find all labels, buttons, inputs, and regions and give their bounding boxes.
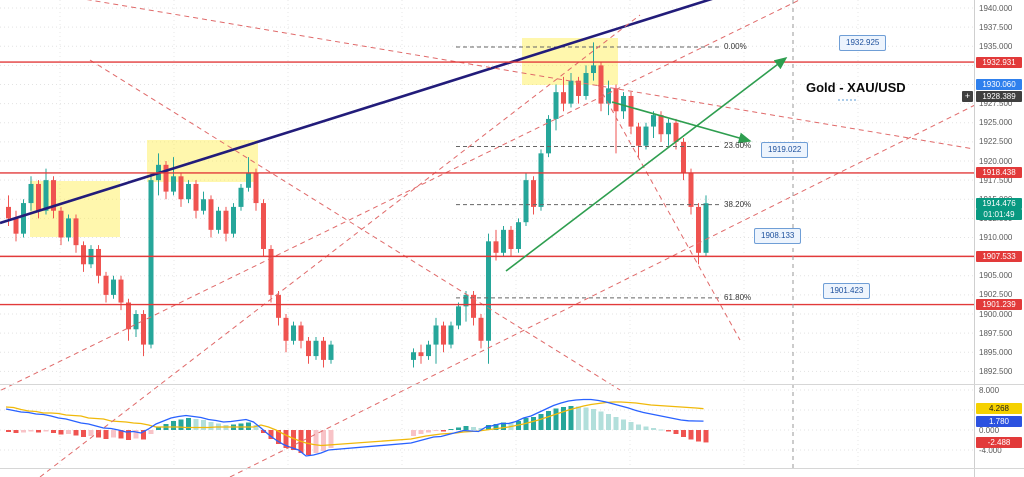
price-callout[interactable]: 1919.022 <box>761 142 809 158</box>
price-axis-badge[interactable]: 1918.438 <box>976 167 1022 179</box>
price-tick: 1937.500 <box>979 22 1013 32</box>
price-tick: 1935.000 <box>979 41 1013 51</box>
price-axis-badge[interactable]: 1901.239 <box>976 299 1022 311</box>
macd-scale-tick: 8.000 <box>979 385 1000 395</box>
price-axis-badge[interactable]: 1932.931 <box>976 56 1022 68</box>
bottom-separator <box>0 468 1024 469</box>
price-axis-badge[interactable]: 1928.389 <box>976 91 1022 103</box>
trend-lines[interactable] <box>0 0 981 477</box>
price-tick: 1902.500 <box>979 290 1013 300</box>
macd-line <box>5 398 704 457</box>
symbol-title: Gold - XAU/USD <box>806 80 906 95</box>
macd-value-badge: -2.488 <box>976 436 1022 448</box>
price-tick: 1910.000 <box>979 233 1013 242</box>
price-tick: 1927.500 <box>979 99 1013 109</box>
price-callout[interactable]: 1932.925 <box>839 35 887 51</box>
price-axis-badge[interactable]: 1914.476 <box>976 197 1022 209</box>
fib-retracement[interactable] <box>456 46 720 299</box>
fib-level-label: 23.60% <box>724 141 752 151</box>
macd-lines <box>5 398 704 457</box>
price-tick: 1922.500 <box>979 137 1013 147</box>
macd-scale-tick: -4.000 <box>979 445 1002 455</box>
fib-level-label: 61.80% <box>724 292 752 302</box>
price-tick: 1940.000 <box>979 3 1013 13</box>
price-tick: 1895.000 <box>979 347 1013 357</box>
price-tick: 1917.500 <box>979 175 1013 185</box>
price-tick: 1892.500 <box>979 366 1013 376</box>
price-tick: 1900.000 <box>979 309 1013 319</box>
price-callout[interactable]: 1901.423 <box>823 283 871 299</box>
price-axis-badge[interactable]: 1907.533 <box>976 250 1022 262</box>
macd-value-badge: 4.268 <box>976 403 1022 415</box>
countdown-badge[interactable]: 01:01:49 <box>976 208 1022 220</box>
signal-line <box>5 401 704 447</box>
macd-scale-tick: 0.000 <box>979 425 1000 435</box>
price-tick: 1920.000 <box>979 156 1013 166</box>
highlight-zones[interactable] <box>30 38 618 237</box>
macd-value-badge: 1.780 <box>976 415 1022 427</box>
price-scale[interactable]: 1940.0001937.5001935.0001932.5001930.000… <box>962 0 1024 477</box>
price-callout[interactable]: 1908.133 <box>754 228 802 244</box>
price-tick: 1925.000 <box>979 118 1013 128</box>
support-resistance-lines[interactable] <box>0 61 975 306</box>
price-tick: 1905.000 <box>979 271 1013 281</box>
price-axis-badge[interactable]: 1930.060 <box>976 78 1022 90</box>
fib-level-label: 38.20% <box>724 199 752 209</box>
plus-icon[interactable]: + <box>962 91 973 103</box>
fib-level-label: 0.00% <box>724 42 747 51</box>
pane-separator[interactable] <box>0 384 1024 385</box>
price-tick: 1897.500 <box>979 328 1013 338</box>
trend-arrows[interactable] <box>505 57 788 272</box>
